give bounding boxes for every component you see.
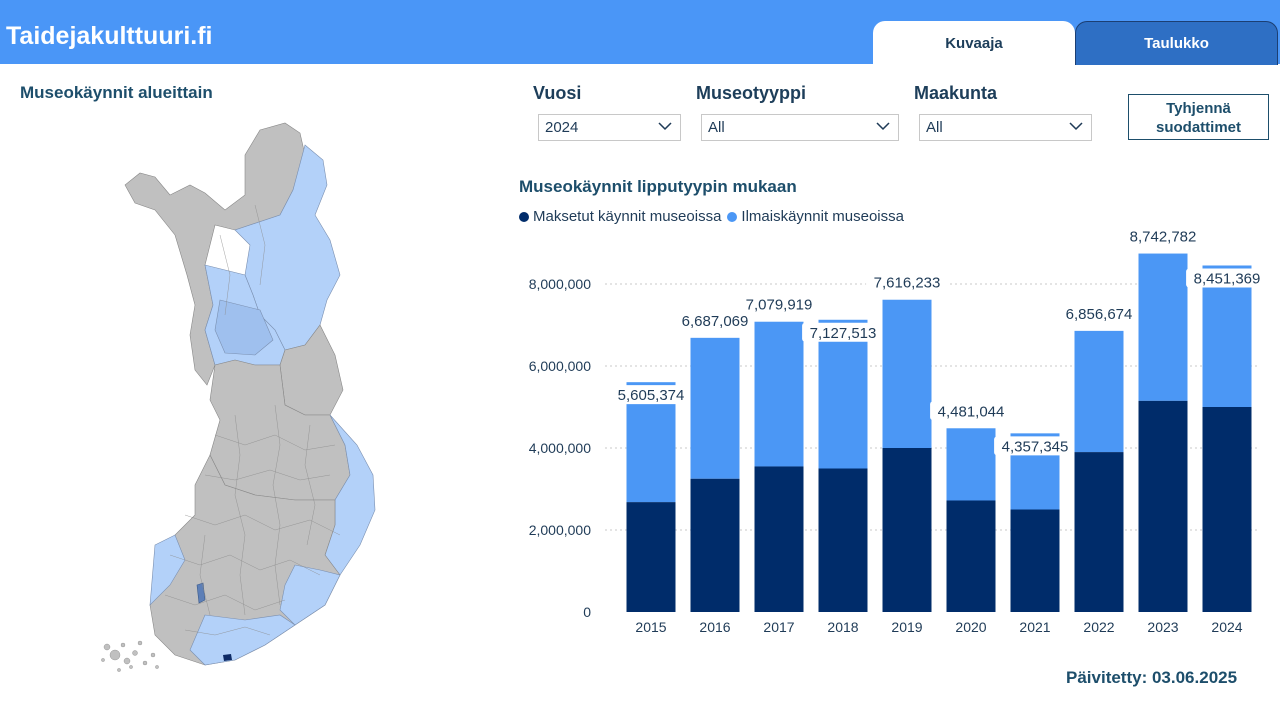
clear-filters-label-line2: suodattimet	[1155, 119, 1241, 136]
year-select[interactable]: 2024	[538, 114, 681, 141]
chart-title: Museokäynnit lipputyypin mukaan	[519, 177, 797, 196]
data-label-total: 8,742,782	[1130, 230, 1197, 246]
y-tick-label: 6,000,000	[529, 358, 591, 374]
bar-free[interactable]	[1138, 253, 1188, 401]
data-label-bg	[738, 294, 820, 314]
bar-free[interactable]	[1074, 330, 1124, 453]
bar-free[interactable]	[882, 299, 932, 448]
bar-paid[interactable]	[626, 502, 676, 612]
y-tick-label: 0	[583, 604, 591, 620]
site-brand: Taidejakulttuuri.fi	[6, 22, 213, 50]
bar-paid[interactable]	[818, 468, 868, 613]
municipality-borders	[164, 204, 341, 636]
bar-free[interactable]	[946, 428, 996, 501]
chevron-down-icon	[1069, 122, 1083, 131]
data-label-total: 4,481,044	[938, 403, 1005, 420]
x-tick-label: 2017	[763, 619, 794, 635]
map-title: Museokäynnit alueittain	[20, 83, 213, 102]
region-filter-label: Maakunta	[914, 83, 998, 103]
tab-taulukko[interactable]: Taulukko	[1075, 21, 1278, 65]
data-label-total: 4,357,345	[1002, 438, 1069, 455]
finland-map[interactable]	[95, 115, 395, 685]
year-select-value: 2024	[545, 119, 579, 136]
x-tick-label: 2016	[699, 619, 730, 635]
bar-free[interactable]	[818, 319, 868, 469]
top-bar: Taidejakulttuuri.fi Kuvaaja Taulukko	[0, 0, 1280, 65]
x-tick-label: 2020	[955, 619, 986, 635]
updated-date: Päivitetty: 03.06.2025	[1066, 668, 1238, 687]
year-filter-label: Vuosi	[533, 83, 582, 103]
y-tick-label: 2,000,000	[529, 522, 591, 538]
data-label-total: 7,079,919	[746, 297, 813, 314]
legend-dot-free	[727, 211, 738, 222]
museum-type-select[interactable]: All	[701, 114, 899, 141]
bar-free[interactable]	[690, 337, 740, 479]
x-tick-label: 2024	[1211, 619, 1242, 635]
clear-filters-label-line1: Tyhjennä	[1166, 100, 1231, 117]
x-tick-label: 2022	[1083, 619, 1114, 635]
map-region-oulu-center[interactable]	[214, 299, 274, 356]
data-label-total: 5,605,374	[618, 387, 685, 404]
data-label-total: 7,616,233	[874, 275, 941, 292]
map-region-uusimaa[interactable]	[189, 614, 296, 666]
bar-free[interactable]	[1202, 265, 1252, 407]
bar-paid[interactable]	[690, 478, 740, 612]
bar-paid[interactable]	[882, 448, 932, 612]
data-label-total: 7,127,513	[810, 325, 877, 342]
legend-label-paid: Maksetut käynnit museoissa	[533, 208, 722, 225]
region-select[interactable]: All	[919, 114, 1092, 141]
data-label-bg	[930, 401, 1012, 421]
legend-dot-paid	[519, 211, 529, 222]
map-region-helsinki[interactable]	[223, 654, 232, 661]
data-label-bg	[994, 436, 1076, 456]
x-tick-label: 2018	[827, 619, 858, 635]
bar-paid[interactable]	[1074, 452, 1124, 612]
bar-paid[interactable]	[1010, 509, 1060, 613]
region-select-value: All	[926, 119, 943, 136]
legend-item-paid[interactable]: Maksetut käynnit museoissa	[519, 208, 721, 225]
data-label-bg	[1122, 230, 1204, 246]
bar-paid[interactable]	[1138, 400, 1188, 612]
map-region-south-light[interactable]	[149, 534, 186, 606]
chevron-down-icon	[658, 122, 672, 131]
legend-item-free[interactable]: Ilmaiskäynnit museoissa	[727, 208, 904, 225]
y-tick-label: 4,000,000	[529, 440, 591, 456]
y-tick-label: 8,000,000	[529, 276, 591, 292]
chart-legend: Maksetut käynnit museoissa Ilmaiskäynnit…	[519, 208, 904, 225]
museum-type-select-value: All	[708, 119, 725, 136]
data-label-bg	[1186, 268, 1268, 288]
x-tick-label: 2021	[1019, 619, 1050, 635]
data-label-total: 6,687,069	[682, 313, 749, 330]
bar-paid[interactable]	[754, 466, 804, 612]
data-label-bg	[610, 385, 692, 405]
x-tick-label: 2023	[1147, 619, 1178, 635]
data-label-total: 6,856,674	[1066, 306, 1133, 323]
legend-label-free: Ilmaiskäynnit museoissa	[741, 208, 904, 225]
bar-free[interactable]	[754, 321, 804, 467]
map-region-southeast[interactable]	[279, 564, 341, 626]
museum-type-filter-label: Museotyyppi	[696, 83, 807, 103]
stacked-bar-chart[interactable]: 0 2,000,000 4,000,000 6,000,000 8,000,000 201…	[500, 230, 1270, 650]
bar-paid[interactable]	[946, 500, 996, 612]
chevron-down-icon	[876, 122, 890, 131]
x-tick-label: 2019	[891, 619, 922, 635]
bar-paid[interactable]	[1202, 407, 1252, 612]
clear-filters-button[interactable]: Tyhjennä suodattimet	[1128, 94, 1269, 140]
data-label-bg	[802, 322, 884, 342]
x-tick-label: 2015	[635, 619, 666, 635]
data-label-bg	[1058, 303, 1140, 323]
data-label-bg	[866, 272, 948, 292]
data-label-bg	[674, 310, 756, 330]
tab-kuvaaja[interactable]: Kuvaaja	[873, 21, 1075, 65]
map-region-highlight[interactable]	[196, 582, 206, 604]
archipelago-islands	[101, 640, 159, 672]
data-label-total: 8,451,369	[1194, 270, 1261, 287]
